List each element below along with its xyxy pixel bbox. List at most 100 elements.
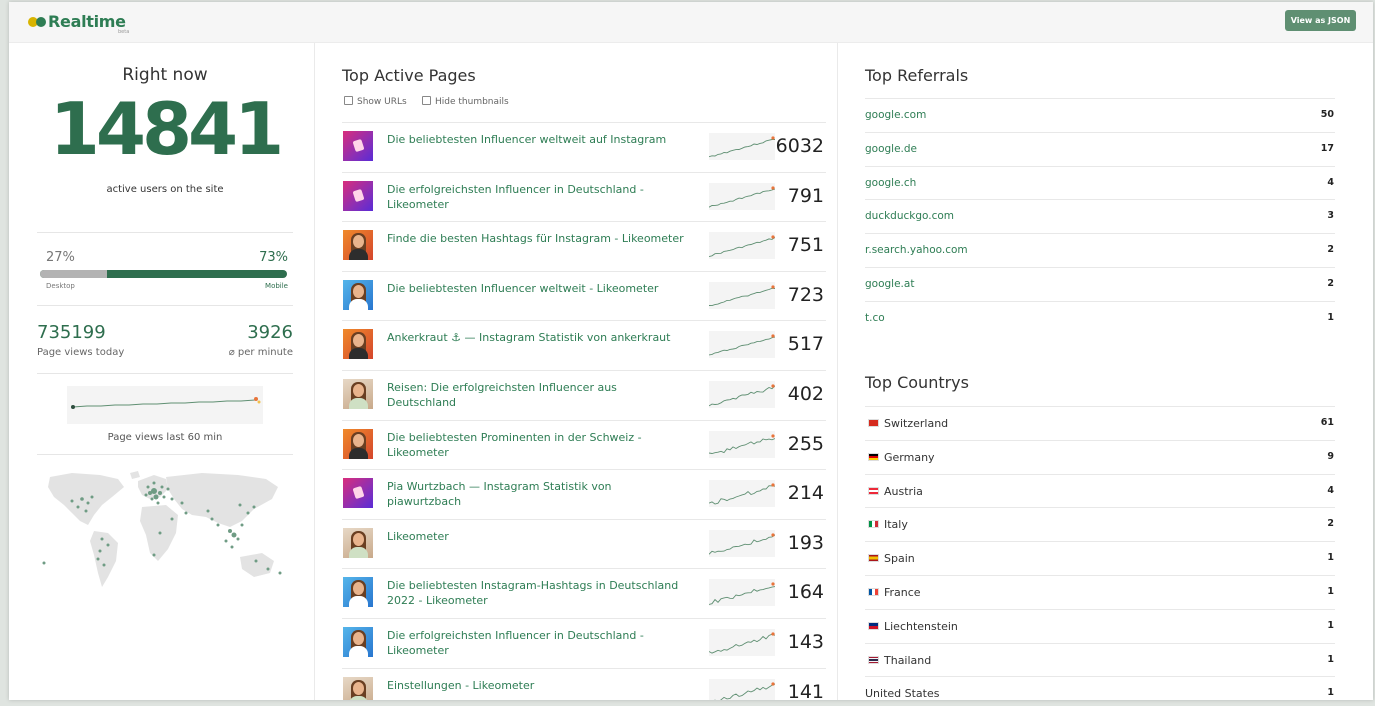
referral-row: google.ch 4: [865, 165, 1335, 200]
page-thumbnail[interactable]: [343, 478, 373, 509]
world-map: [42, 471, 282, 587]
page-link[interactable]: Likeometer: [387, 529, 449, 543]
page-thumbnail[interactable]: [343, 279, 373, 310]
referral-count: 3: [1327, 210, 1334, 222]
page-sparkline: [709, 133, 775, 160]
thumbnail-figure: [349, 249, 368, 261]
sparkline-label: Page views last 60 min: [107, 432, 223, 443]
referral-row: t.co 1: [865, 300, 1335, 335]
thumbnail-figure: [353, 284, 364, 298]
country-row: Thailand 1: [865, 642, 1335, 677]
country-name: Thailand: [884, 653, 932, 667]
page-active-count: 6032: [775, 135, 824, 157]
page-row: Die beliebtesten Prominenten in der Schw…: [342, 419, 826, 470]
hide-thumbnails-checkbox[interactable]: [422, 96, 431, 105]
show-urls-checkbox[interactable]: [344, 96, 353, 105]
page-link[interactable]: Einstellungen - Likeometer: [387, 678, 535, 692]
sparkline-trace: [709, 237, 775, 258]
page-row: Ankerkraut ⚓ — Instagram Statistik von a…: [342, 320, 826, 370]
referral-row: duckduckgo.com 3: [865, 199, 1335, 233]
page-sparkline: [709, 529, 775, 557]
country-count: 4: [1327, 484, 1334, 496]
page-link[interactable]: Die beliebtesten Instagram-Hashtags in D…: [387, 579, 679, 608]
traffic-panel: Top Referrals google.com 50 google.de 17 goo…: [865, 43, 1335, 700]
desktop-label: Desktop: [46, 282, 75, 290]
hide-thumbnails-option[interactable]: Hide thumbnails: [422, 96, 509, 107]
referral-link[interactable]: t.co: [865, 311, 885, 324]
logo-text: Realtime: [48, 12, 126, 31]
sparkline-endpoint: [771, 582, 775, 586]
sparkline-trace: [713, 683, 775, 700]
country-count: 9: [1327, 450, 1334, 462]
country-row: Germany 9: [865, 439, 1335, 474]
page-thumbnail[interactable]: [343, 676, 373, 700]
flag-at-icon: [868, 486, 879, 495]
page-link[interactable]: Die beliebtesten Prominenten in der Schw…: [387, 430, 642, 459]
referral-link[interactable]: google.com: [865, 109, 927, 121]
referral-link[interactable]: google.de: [865, 142, 918, 155]
flag-th-icon: [868, 655, 879, 664]
page-thumbnail[interactable]: [343, 329, 373, 360]
page-link[interactable]: Die beliebtesten Influencer weltweit - L…: [387, 281, 659, 295]
referral-link[interactable]: google.at: [865, 278, 915, 290]
sparkline-trace: [709, 437, 775, 454]
page-link[interactable]: Ankerkraut ⚓ — Instagram Statistik von a…: [387, 331, 671, 345]
page-link[interactable]: Die erfolgreichsten Influencer in Deutsc…: [387, 182, 644, 211]
page-link[interactable]: Die erfolgreichsten Influencer in Deutsc…: [387, 629, 644, 657]
page-link[interactable]: Die beliebtesten Influencer weltweit auf…: [387, 133, 667, 146]
page-thumbnail[interactable]: [343, 379, 373, 409]
per-minute-value: 3926: [247, 322, 293, 343]
sparkline-endpoint: [771, 632, 775, 636]
page-sparkline: [709, 629, 775, 656]
page-active-count: 517: [787, 333, 824, 356]
country-label: France: [868, 586, 921, 599]
page-row: Likeometer 193: [342, 518, 826, 569]
hide-thumbnails-label: Hide thumbnails: [435, 97, 509, 107]
page-link[interactable]: Finde die besten Hashtags für Instagram …: [387, 232, 684, 246]
referral-link[interactable]: duckduckgo.com: [865, 210, 955, 223]
thumbnail-figure: [353, 681, 364, 695]
country-label: Thailand: [868, 654, 931, 667]
view-as-json-button[interactable]: View as JSON: [1285, 10, 1356, 31]
thumbnail-figure: [349, 695, 368, 700]
page-link[interactable]: Reisen: Die erfolgreichsten Influencer a…: [387, 381, 617, 409]
page-thumbnail[interactable]: [343, 180, 373, 211]
page-thumbnail[interactable]: [343, 527, 373, 558]
page-link[interactable]: Pia Wurtzbach — Instagram Statistik von …: [387, 480, 612, 509]
referral-link[interactable]: google.ch: [865, 176, 917, 189]
page-thumbnail[interactable]: [343, 131, 373, 161]
page-active-count: 214: [787, 482, 824, 505]
page-thumbnail[interactable]: [343, 577, 373, 608]
show-urls-option[interactable]: Show URLs: [344, 96, 407, 107]
sparkline-endpoint: [771, 185, 775, 190]
page-active-count: 723: [787, 283, 824, 306]
sparkline-trace: [709, 385, 775, 407]
flag-de-icon: [868, 452, 879, 461]
thumbnail-figure: [349, 447, 368, 459]
summary-panel: Right now 14841 active users on the site…: [37, 43, 293, 700]
page-sparkline: [709, 579, 775, 607]
per-minute-label: ⌀ per minute: [228, 347, 293, 358]
country-name: Italy: [884, 518, 908, 532]
sparkline-trace: [709, 633, 775, 654]
page-row: Einstellungen - Likeometer 141: [342, 667, 826, 700]
referral-count: 17: [1320, 142, 1334, 154]
referral-link[interactable]: r.search.yahoo.com: [865, 244, 968, 257]
page-row: Reisen: Die erfolgreichsten Influencer a…: [342, 370, 826, 420]
page-thumbnail[interactable]: [343, 428, 373, 459]
country-count: 1: [1327, 586, 1334, 597]
country-label: Austria: [868, 485, 923, 498]
flag-ch-icon: [868, 419, 879, 427]
sparkline-trace: [709, 485, 775, 505]
page-thumbnail[interactable]: [343, 627, 373, 657]
page-thumbnail[interactable]: [343, 230, 373, 261]
device-split-bar: [40, 270, 287, 278]
country-count: 1: [1327, 687, 1334, 699]
page-active-count: 791: [787, 184, 824, 207]
top-referrals-title: Top Referrals: [865, 66, 969, 85]
logo-badge: beta: [118, 29, 130, 35]
page-sparkline: [709, 678, 775, 700]
page-sparkline: [709, 331, 775, 359]
thumbnail-figure: [353, 235, 364, 249]
thumbnail-figure: [353, 582, 364, 596]
